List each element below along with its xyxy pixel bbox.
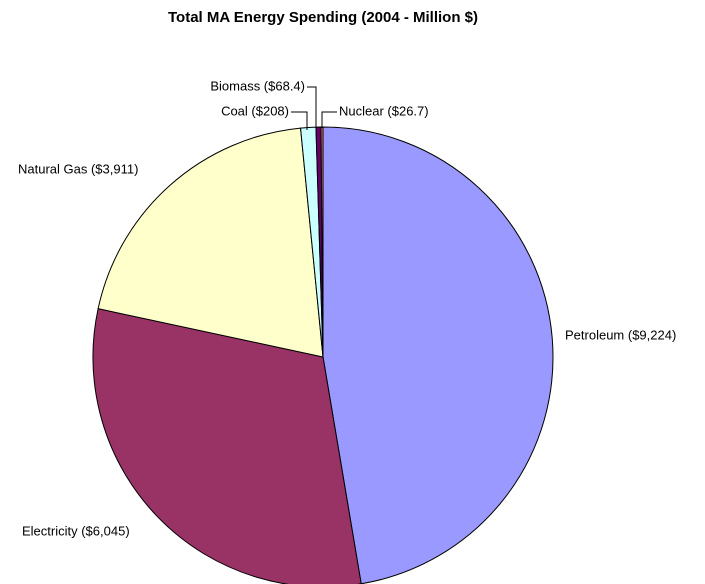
slice-label: Coal ($208) — [221, 103, 289, 118]
leader-line — [307, 86, 317, 128]
slice-label: Electricity ($6,045) — [22, 523, 130, 538]
slice-label: Natural Gas ($3,911) — [18, 161, 138, 176]
chart-title: Total MA Energy Spending (2004 - Million… — [168, 9, 478, 26]
slice-label: Petroleum ($9,224) — [565, 327, 676, 342]
pie-slice — [92, 308, 362, 584]
slice-label: Nuclear ($26.7) — [339, 103, 429, 118]
leader-line — [291, 111, 308, 130]
pie-slice — [322, 126, 554, 584]
leader-line — [321, 111, 337, 128]
pie-slice — [97, 127, 324, 358]
slice-label: Biomass ($68.4) — [210, 78, 305, 93]
